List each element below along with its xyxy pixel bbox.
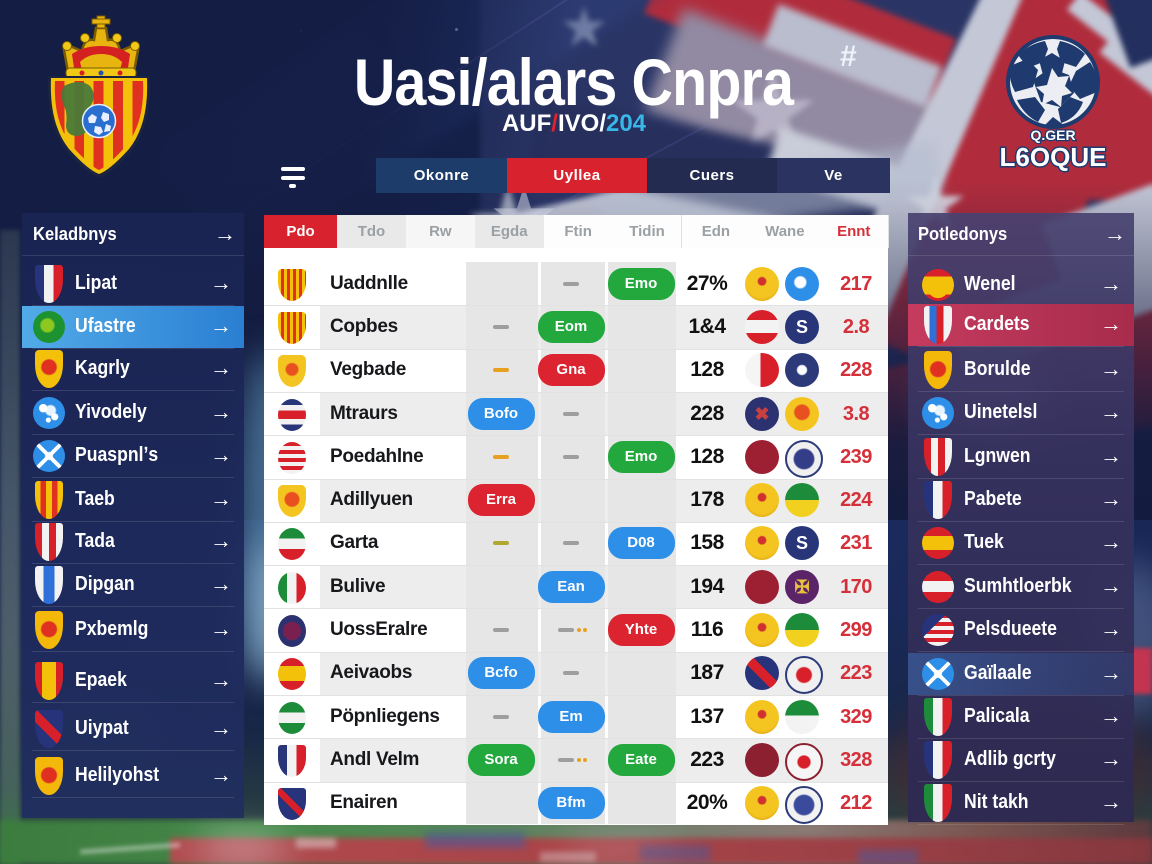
svg-text:Q.GER: Q.GER [1030,127,1075,143]
svg-text:L6OQUE: L6OQUE [1000,142,1107,172]
